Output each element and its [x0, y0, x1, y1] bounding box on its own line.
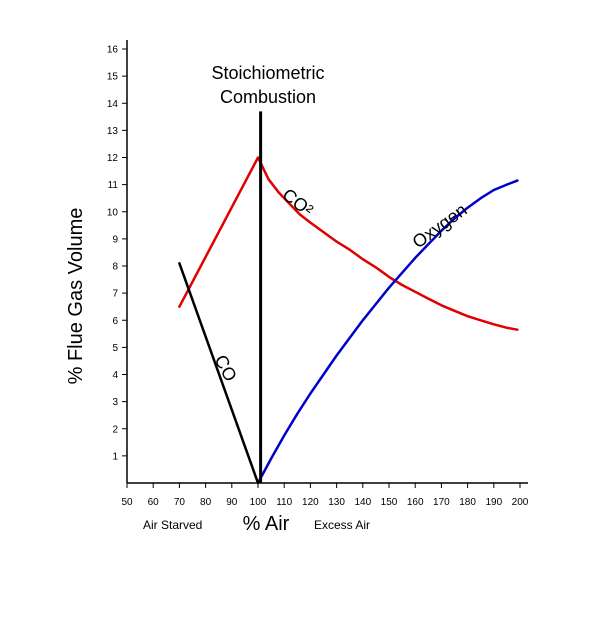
y-tick-label: 13 [107, 126, 119, 137]
x-tick-label: 70 [174, 497, 186, 508]
x-tick-label: 190 [485, 497, 502, 508]
y-tick-label: 2 [112, 424, 118, 435]
x-tick-label: 80 [200, 497, 212, 508]
y-axis-title: % Flue Gas Volume [65, 208, 87, 385]
curves [178, 111, 519, 485]
x-tick-label: 90 [226, 497, 238, 508]
x-tick-label: 150 [381, 497, 398, 508]
x-tick-label: 110 [276, 497, 292, 508]
x-tick-label: 160 [407, 497, 424, 508]
annotation-line-2: Combustion [220, 87, 316, 107]
y-tick-label: 5 [112, 343, 118, 354]
curve-label-co: CO [210, 351, 240, 384]
x-tick-label: 170 [433, 497, 450, 508]
y-tick-label: 6 [112, 316, 118, 327]
y-tick-label: 16 [107, 45, 119, 56]
y-tick-label: 12 [107, 153, 119, 164]
y-tick-label: 9 [112, 234, 118, 245]
co2-curve [178, 156, 519, 331]
y-tick-label: 10 [107, 207, 119, 218]
y-tick-label: 7 [112, 289, 118, 300]
oxygen-curve [256, 179, 519, 485]
curve-label-co2: CO² [279, 184, 317, 220]
x-tick-label: 180 [459, 497, 476, 508]
x-axis-title: % Air [243, 513, 290, 535]
x-tick-label: 130 [328, 497, 345, 508]
co-line [178, 262, 260, 485]
y-tick-label: 4 [112, 370, 118, 381]
x-ticks: 50 60 70 80 90 100 110 120 130 140 150 160 170 180 190… [121, 483, 529, 508]
x-tick-label: 200 [512, 497, 529, 508]
x-tick-label: 60 [148, 497, 160, 508]
x-tick-label: 50 [121, 497, 133, 508]
x-tick-label: 100 [250, 497, 267, 508]
y-tick-label: 3 [112, 397, 118, 408]
region-label-excess-air: Excess Air [314, 518, 370, 532]
region-label-air-starved: Air Starved [143, 518, 202, 532]
y-tick-label: 14 [107, 99, 119, 110]
y-tick-label: 8 [112, 262, 118, 273]
annotation-line-1: Stoichiometric [211, 63, 324, 83]
y-tick-label: 1 [112, 451, 118, 462]
y-tick-label: 11 [108, 180, 119, 191]
curve-label-oxygen: Oxygen [409, 200, 471, 253]
x-tick-label: 140 [354, 497, 371, 508]
y-tick-label: 15 [107, 72, 119, 83]
x-tick-label: 120 [302, 497, 319, 508]
